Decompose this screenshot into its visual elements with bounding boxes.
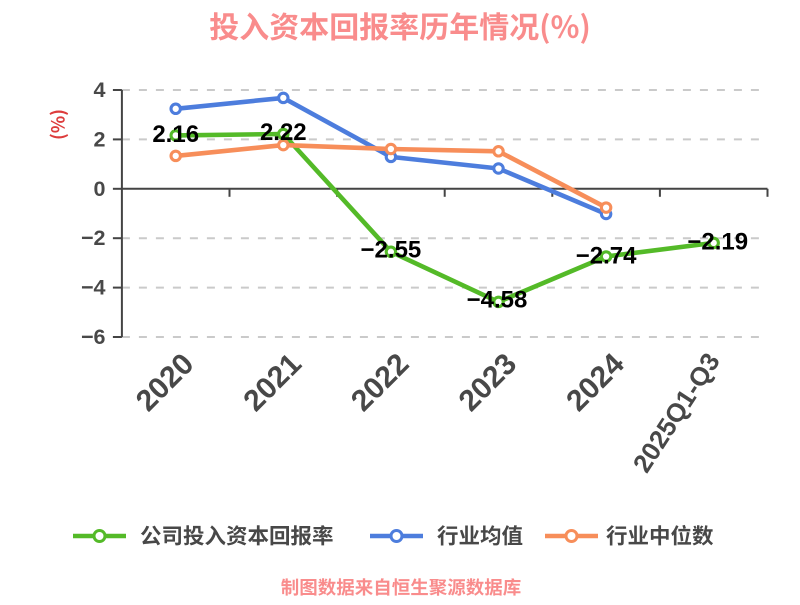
svg-text:−6: −6 [81,325,106,349]
svg-text:−4: −4 [81,276,106,300]
svg-text:−2: −2 [81,226,106,250]
svg-text:2.16: 2.16 [152,121,199,148]
svg-text:−2.74: −2.74 [576,243,637,270]
svg-text:2.22: 2.22 [260,119,307,146]
svg-text:2: 2 [94,127,106,151]
svg-text:−2.55: −2.55 [361,236,422,263]
svg-text:0: 0 [94,177,106,201]
svg-text:4: 4 [94,78,106,102]
svg-text:−2.19: −2.19 [687,228,748,255]
svg-text:−4.58: −4.58 [467,286,528,313]
